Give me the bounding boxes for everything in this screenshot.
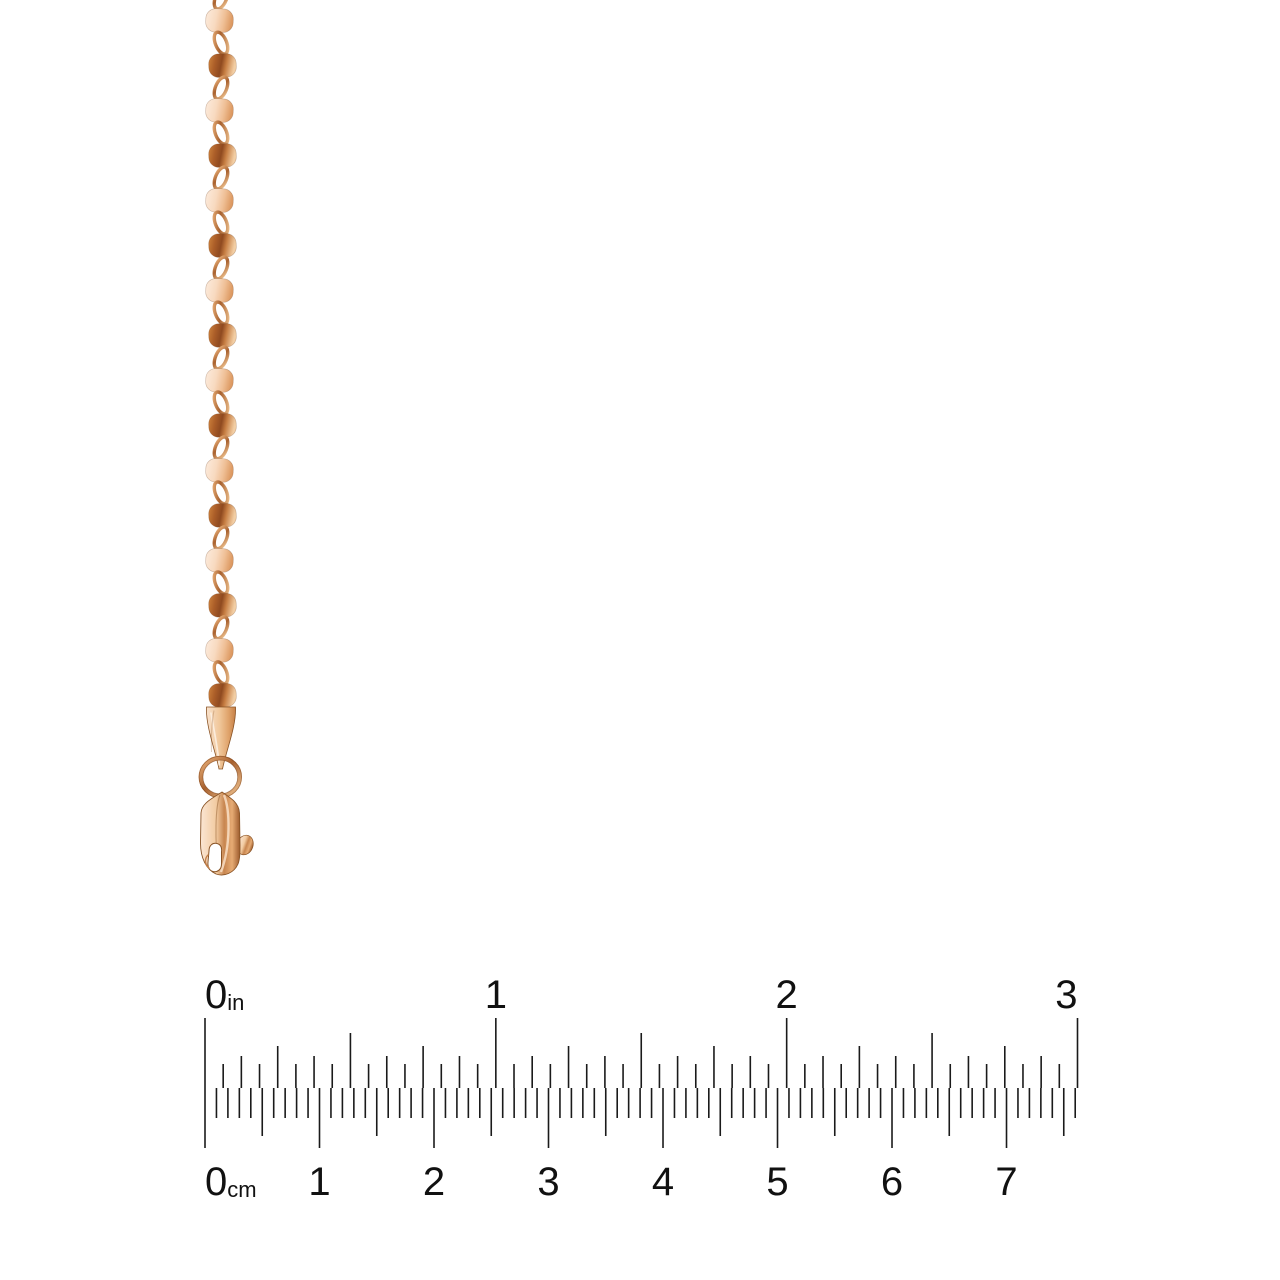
svg-text:1: 1 — [485, 973, 507, 1017]
svg-text:5: 5 — [766, 1160, 788, 1204]
svg-text:7: 7 — [995, 1160, 1017, 1204]
svg-text:6: 6 — [881, 1160, 903, 1204]
svg-text:2: 2 — [776, 973, 798, 1017]
svg-text:4: 4 — [652, 1160, 674, 1204]
svg-text:2: 2 — [423, 1160, 445, 1204]
svg-text:3: 3 — [537, 1160, 559, 1204]
svg-text:1: 1 — [308, 1160, 330, 1204]
svg-text:3: 3 — [1055, 973, 1077, 1017]
